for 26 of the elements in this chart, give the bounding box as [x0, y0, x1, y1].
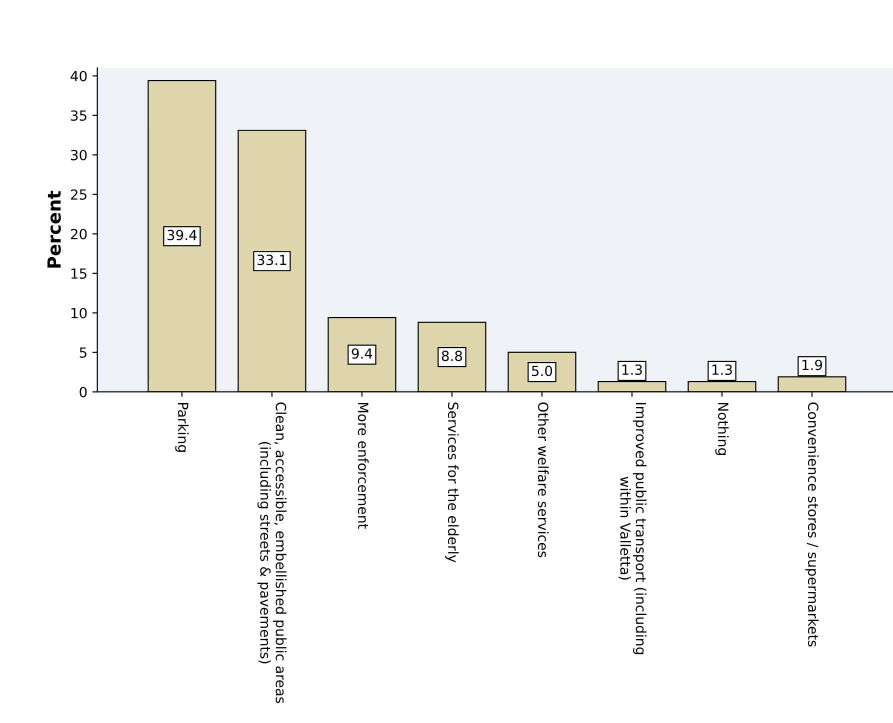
data-label: 5.0	[532, 366, 552, 376]
x-tick-label: Nothing	[715, 402, 729, 455]
data-label: 1.3	[712, 364, 732, 375]
x-tick-label: Improved public transport (including within Valletta)	[618, 402, 646, 654]
y-tick-label: 25	[70, 189, 86, 200]
x-tick-label: Clean, accessible, embellished public areas (including streets & pavements)	[257, 402, 286, 704]
y-tick-label: 0	[80, 386, 87, 398]
y-tick-label: 40	[70, 70, 87, 82]
y-axis-title: Percent	[47, 190, 61, 268]
x-tick-label: Parking	[175, 402, 189, 452]
y-tick-label: 15	[71, 268, 86, 279]
data-label: 39.4	[168, 230, 197, 240]
data-label: 9.4	[352, 348, 372, 359]
y-tick-label: 5	[80, 348, 86, 358]
y-tick-label: 35	[71, 110, 86, 121]
data-label: 33.1	[258, 254, 286, 266]
data-label: 1.3	[622, 364, 642, 375]
data-label: 8.8	[442, 350, 462, 362]
y-tick-label: 30	[71, 150, 87, 160]
x-tick-label: Services for the elderly	[445, 402, 459, 562]
x-tick-label: Convenience stores / supermarkets	[805, 402, 819, 647]
x-tick-label: More enforcement	[358, 402, 369, 529]
y-tick-label: 10	[71, 308, 87, 318]
data-label: 1.9	[802, 360, 822, 370]
y-tick-label: 20	[70, 228, 87, 240]
x-tick-label: Other welfare services	[538, 402, 549, 558]
